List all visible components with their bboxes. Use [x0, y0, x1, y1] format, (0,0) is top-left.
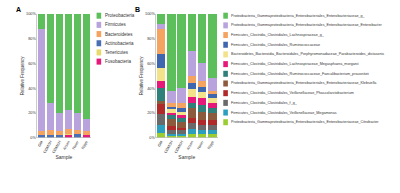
- svg-text:20%: 20%: [28, 111, 36, 115]
- svg-text:60%: 60%: [28, 62, 36, 66]
- svg-text:Firmicutes_Clostridia_Clostrid: Firmicutes_Clostridia_Clostridiales_f_g_: [231, 101, 298, 105]
- svg-text:Proteobacteria_Gammaproteobact: Proteobacteria_Gammaproteobacteria_Enter…: [231, 23, 382, 27]
- svg-text:Proteobacteria_Gammaproteobact: Proteobacteria_Gammaproteobacteria_Enter…: [231, 120, 379, 124]
- svg-text:100%: 100%: [26, 12, 36, 16]
- svg-text:Proteobacteria: Proteobacteria: [105, 13, 135, 18]
- svg-text:60%: 60%: [147, 62, 155, 66]
- svg-text:Firmicutes_Clostridia_Clostrid: Firmicutes_Clostridia_Clostridiales_Veil…: [231, 111, 337, 115]
- svg-text:Firmicutes: Firmicutes: [105, 22, 127, 27]
- svg-text:100%: 100%: [145, 12, 155, 16]
- svg-text:Proteobacteria_Gammaproteobact: Proteobacteria_Gammaproteobacteria_Enter…: [231, 81, 377, 85]
- svg-text:Actinobacteria: Actinobacteria: [105, 41, 134, 46]
- svg-text:CGM6H: CGM6H: [52, 140, 62, 154]
- svg-text:CGM0H: CGM0H: [43, 140, 53, 154]
- svg-text:Sample: Sample: [178, 154, 195, 160]
- svg-text:Nippt: Nippt: [81, 139, 89, 149]
- svg-text:20%: 20%: [147, 111, 155, 115]
- svg-text:Fusobacteria: Fusobacteria: [105, 59, 132, 64]
- svg-text:Firmicutes_Clostridia_Clostrid: Firmicutes_Clostridia_Clostridiales_Rumi…: [231, 72, 369, 76]
- svg-text:Nippt: Nippt: [207, 139, 215, 149]
- svg-text:Firmicutes_Clostridia_Clostrid: Firmicutes_Clostridia_Clostridiales_Rumi…: [231, 43, 320, 47]
- svg-text:Nater: Nater: [197, 140, 205, 151]
- svg-text:Tenericutes: Tenericutes: [105, 50, 129, 55]
- svg-text:80%: 80%: [147, 37, 155, 41]
- svg-text:Sample: Sample: [55, 154, 72, 160]
- svg-text:0%: 0%: [30, 136, 36, 140]
- svg-text:Bacteroidetes_Bacteroidia_Bact: Bacteroidetes_Bacteroidia_Bacteroidales_…: [231, 52, 384, 56]
- svg-text:80%: 80%: [28, 37, 36, 41]
- svg-text:Arsen: Arsen: [186, 140, 194, 151]
- svg-text:CGM0H: CGM0H: [164, 140, 174, 154]
- svg-text:GM: GM: [38, 140, 45, 147]
- svg-text:CGM6H: CGM6H: [174, 140, 184, 154]
- svg-text:Arsen: Arsen: [62, 140, 70, 151]
- svg-text:Nater: Nater: [72, 140, 80, 151]
- svg-text:B: B: [135, 6, 140, 13]
- svg-text:40%: 40%: [147, 87, 155, 91]
- svg-text:40%: 40%: [28, 87, 36, 91]
- svg-text:A: A: [16, 6, 21, 13]
- svg-text:GM: GM: [157, 140, 164, 147]
- svg-text:Relative Frequency: Relative Frequency: [20, 56, 25, 96]
- svg-text:0%: 0%: [149, 136, 155, 140]
- svg-text:Firmicutes_Clostridia_Clostrid: Firmicutes_Clostridia_Clostridiales_Veil…: [231, 91, 354, 95]
- svg-text:Firmicutes_Clostridia_Clostrid: Firmicutes_Clostridia_Clostridiales_Lach…: [231, 33, 325, 37]
- svg-text:Bacteroidetes: Bacteroidetes: [105, 32, 133, 37]
- svg-text:Proteobacteria_Gammaproteobact: Proteobacteria_Gammaproteobacteria_Enter…: [231, 14, 366, 18]
- svg-text:Firmicutes_Clostridia_Clostrid: Firmicutes_Clostridia_Clostridiales_Lach…: [231, 62, 359, 66]
- svg-text:Relative Frequency: Relative Frequency: [139, 56, 144, 96]
